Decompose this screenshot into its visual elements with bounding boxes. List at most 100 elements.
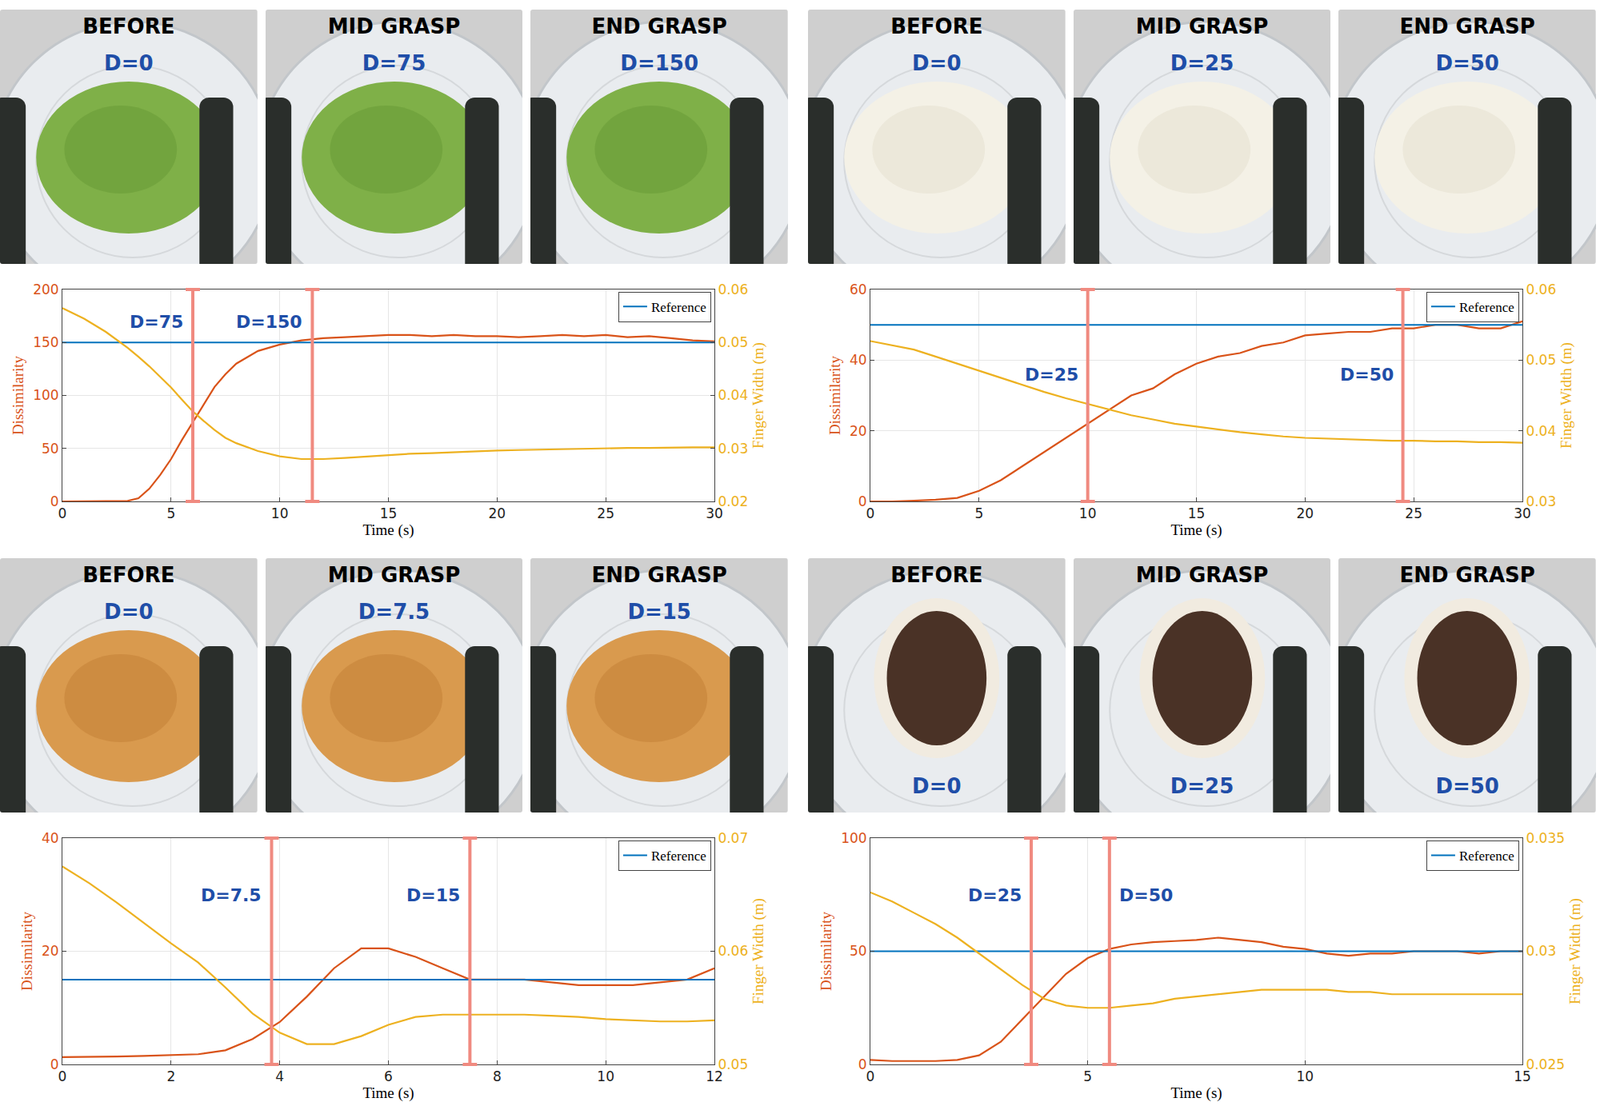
html-text:D=50: D=50 xyxy=(1435,51,1500,76)
html-text:END GRASP: END GRASP xyxy=(591,14,728,39)
html-text:END GRASP: END GRASP xyxy=(1399,14,1536,39)
svg-text:Finger Width (m): Finger Width (m) xyxy=(749,898,768,1005)
svg-text:5: 5 xyxy=(166,505,176,522)
svg-text:0: 0 xyxy=(50,493,60,510)
svg-text:Dissimilarity: Dissimilarity xyxy=(826,355,844,436)
svg-text:5: 5 xyxy=(1083,1068,1092,1085)
svg-text:100: 100 xyxy=(840,830,867,847)
svg-text:Time (s): Time (s) xyxy=(362,1084,414,1103)
svg-text:D=50: D=50 xyxy=(1119,885,1173,906)
svg-text:Finger Width (m): Finger Width (m) xyxy=(1557,342,1576,449)
svg-text:0.035: 0.035 xyxy=(1525,830,1565,847)
svg-text:12: 12 xyxy=(705,1068,724,1085)
svg-text:Finger Width (m): Finger Width (m) xyxy=(749,342,768,449)
svg-text:10: 10 xyxy=(1296,1068,1315,1085)
html-text:MID GRASP: MID GRASP xyxy=(1135,563,1269,588)
svg-text:50: 50 xyxy=(849,943,868,960)
svg-text:15: 15 xyxy=(1188,505,1206,522)
html-text:D=50: D=50 xyxy=(1435,774,1500,799)
svg-text:8: 8 xyxy=(492,1068,502,1085)
svg-text:25: 25 xyxy=(596,505,615,522)
svg-text:D=75: D=75 xyxy=(129,312,184,332)
svg-text:D=25: D=25 xyxy=(968,885,1022,906)
svg-text:D=15: D=15 xyxy=(406,885,460,906)
svg-text:0: 0 xyxy=(858,1056,868,1073)
svg-text:Reference: Reference xyxy=(651,300,707,316)
svg-text:0.03: 0.03 xyxy=(1525,493,1556,510)
html-text:D=0: D=0 xyxy=(912,774,962,799)
svg-text:40: 40 xyxy=(849,352,868,368)
svg-text:0: 0 xyxy=(58,1068,68,1085)
svg-text:0: 0 xyxy=(58,505,68,522)
svg-text:15: 15 xyxy=(380,505,398,522)
svg-text:0.03: 0.03 xyxy=(1525,943,1556,960)
html-text:BEFORE: BEFORE xyxy=(890,563,983,588)
svg-text:D=50: D=50 xyxy=(1340,364,1394,385)
svg-text:40: 40 xyxy=(41,830,60,847)
svg-text:Dissimilarity: Dissimilarity xyxy=(9,355,27,436)
svg-text:20: 20 xyxy=(1296,505,1315,522)
svg-text:0: 0 xyxy=(50,1056,60,1073)
svg-text:Reference: Reference xyxy=(1459,300,1515,316)
svg-text:D=25: D=25 xyxy=(1024,364,1079,385)
svg-text:0.06: 0.06 xyxy=(1525,281,1556,298)
svg-text:100: 100 xyxy=(32,387,59,404)
svg-text:10: 10 xyxy=(271,505,289,522)
svg-text:Dissimilarity: Dissimilarity xyxy=(18,911,36,992)
svg-text:0.03: 0.03 xyxy=(717,440,748,457)
html-text:MID GRASP: MID GRASP xyxy=(1135,14,1269,39)
html-text:D=0: D=0 xyxy=(912,51,962,76)
svg-text:20: 20 xyxy=(488,505,507,522)
svg-text:20: 20 xyxy=(849,423,868,440)
html-text:MID GRASP: MID GRASP xyxy=(327,563,461,588)
svg-text:0.06: 0.06 xyxy=(717,943,748,960)
svg-text:30: 30 xyxy=(1513,505,1532,522)
html-text:BEFORE: BEFORE xyxy=(82,14,175,39)
svg-text:0.025: 0.025 xyxy=(1525,1056,1565,1073)
svg-text:0.02: 0.02 xyxy=(717,493,748,510)
html-text:D=25: D=25 xyxy=(1170,774,1234,799)
svg-text:0.04: 0.04 xyxy=(717,387,748,404)
svg-text:0.04: 0.04 xyxy=(1525,423,1556,440)
svg-text:150: 150 xyxy=(32,334,59,351)
svg-text:D=7.5: D=7.5 xyxy=(200,885,262,906)
svg-text:Reference: Reference xyxy=(1459,848,1515,864)
html-text:END GRASP: END GRASP xyxy=(1399,563,1536,588)
svg-text:0.05: 0.05 xyxy=(717,334,748,351)
svg-text:5: 5 xyxy=(974,505,984,522)
svg-text:0.05: 0.05 xyxy=(717,1056,748,1073)
svg-text:Time (s): Time (s) xyxy=(1170,1084,1222,1103)
html-text:BEFORE: BEFORE xyxy=(82,563,175,588)
svg-text:25: 25 xyxy=(1404,505,1423,522)
svg-text:15: 15 xyxy=(1513,1068,1532,1085)
svg-text:50: 50 xyxy=(41,440,60,457)
svg-text:Time (s): Time (s) xyxy=(1170,521,1222,540)
svg-text:Time (s): Time (s) xyxy=(362,521,414,540)
svg-text:0.07: 0.07 xyxy=(717,830,748,847)
html-text:END GRASP: END GRASP xyxy=(591,563,728,588)
html-text:D=0: D=0 xyxy=(104,51,154,76)
svg-text:30: 30 xyxy=(705,505,724,522)
html-text:D=150: D=150 xyxy=(620,51,699,76)
svg-text:200: 200 xyxy=(32,281,59,298)
svg-text:Finger Width (m): Finger Width (m) xyxy=(1566,898,1584,1005)
svg-text:0: 0 xyxy=(866,505,876,522)
svg-text:Dissimilarity: Dissimilarity xyxy=(817,911,835,992)
svg-text:10: 10 xyxy=(596,1068,615,1085)
svg-text:0: 0 xyxy=(866,1068,876,1085)
html-text:D=75: D=75 xyxy=(362,51,426,76)
svg-text:4: 4 xyxy=(275,1068,284,1085)
svg-text:2: 2 xyxy=(166,1068,176,1085)
svg-text:20: 20 xyxy=(41,943,60,960)
svg-text:0: 0 xyxy=(858,493,868,510)
svg-text:60: 60 xyxy=(849,281,868,298)
html-text:BEFORE: BEFORE xyxy=(890,14,983,39)
svg-text:D=150: D=150 xyxy=(236,312,303,332)
html-text:MID GRASP: MID GRASP xyxy=(327,14,461,39)
svg-text:10: 10 xyxy=(1079,505,1097,522)
html-text:D=25: D=25 xyxy=(1170,51,1234,76)
svg-text:6: 6 xyxy=(384,1068,393,1085)
svg-text:0.06: 0.06 xyxy=(717,281,748,298)
svg-text:0.05: 0.05 xyxy=(1525,352,1556,368)
svg-text:Reference: Reference xyxy=(651,848,707,864)
